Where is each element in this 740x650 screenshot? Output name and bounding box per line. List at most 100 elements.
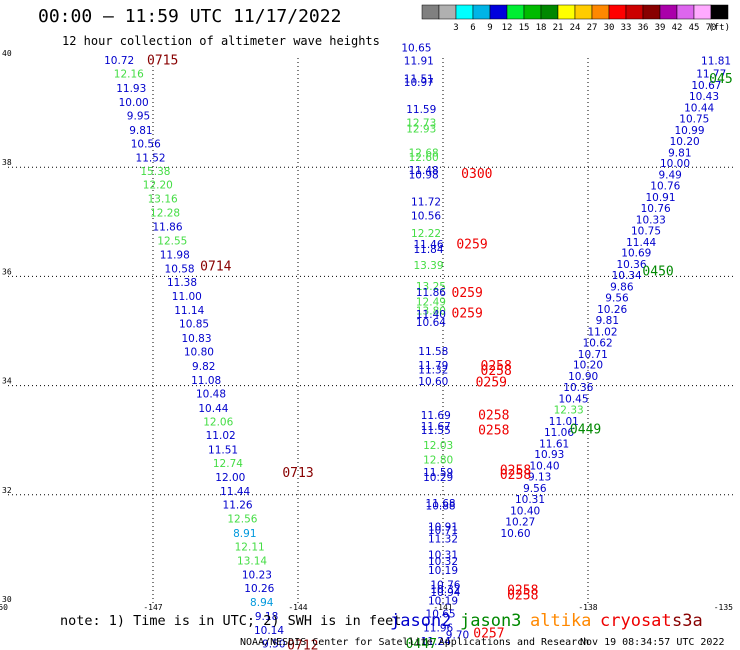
swh-value-label: 10.94: [430, 587, 460, 599]
legend-tick-label: 21: [553, 23, 564, 33]
swh-value-label: 12.33: [554, 404, 584, 416]
swh-value-label: 11.69: [421, 410, 451, 422]
legend-tick-label: 27: [587, 23, 598, 33]
swh-value-label: 9.56: [605, 293, 629, 305]
swh-value-label: 10.90: [568, 371, 598, 383]
swh-value-label: 11.08: [191, 375, 221, 387]
swh-value-label: 10.43: [689, 91, 719, 103]
swh-value-label: 12.73: [406, 117, 436, 129]
swh-value-label: 11.93: [116, 83, 146, 95]
swh-value-label: 13.39: [413, 260, 443, 272]
swh-value-label: 10.00: [660, 158, 690, 170]
swh-value-label: 11.44: [220, 486, 250, 498]
swh-value-label: 10.76: [430, 580, 460, 592]
pass-time-label: 0259: [476, 376, 507, 391]
swh-value-label: 10.85: [179, 319, 209, 331]
swh-value-label: 10.56: [411, 211, 441, 223]
swh-value-label: 10.45: [558, 394, 588, 406]
swh-value-label: 10.76: [641, 203, 671, 215]
pass-time-label: 0300: [461, 167, 492, 182]
x-tick-label: -138: [578, 603, 597, 612]
swh-value-label: 11.79: [418, 360, 448, 372]
swh-value-label: 11.02: [587, 326, 617, 338]
swh-value-label: 12.56: [227, 514, 257, 526]
swh-value-label: 11.14: [174, 305, 204, 317]
swh-value-label: 10.72: [104, 55, 134, 67]
y-tick-label: 36: [2, 267, 12, 276]
swh-value-label: 9.81: [129, 125, 152, 137]
legend-tick-label: 70: [706, 23, 717, 33]
y-tick-label: 38: [2, 158, 12, 167]
axis-labels: -150 -147 -144 -141 -138 -135 30 32 34 36 38 40: [0, 49, 733, 612]
swh-value-label: 10.62: [583, 337, 613, 349]
legend-swatch: [625, 4, 644, 20]
swh-value-label: 10.71: [578, 349, 608, 361]
swh-value-label: 11.44: [626, 237, 656, 249]
pass-time-label: 0447: [406, 637, 437, 650]
legend-swatch: [659, 4, 678, 20]
page-title: 00:00 – 11:59 UTC 11/17/2022: [38, 6, 342, 27]
legend-tick-label: 30: [604, 23, 615, 33]
swh-value-label: 12.68: [409, 147, 439, 159]
pass-time-label: 0714: [200, 259, 231, 274]
footer-note: note: 1) Time is in UTC; 2) SWH is in fe…: [60, 613, 401, 629]
swh-value-label: 10.88: [426, 501, 456, 513]
swh-value-label: 12.55: [157, 236, 187, 248]
legend-swatch: [608, 4, 627, 20]
x-tick-label: -147: [143, 603, 162, 612]
legend-tick-label: 36: [638, 23, 649, 33]
swh-value-label: 10.19: [428, 596, 458, 608]
swh-value-label: 10.56: [131, 139, 161, 151]
swh-value-label: 11.26: [223, 499, 253, 511]
swh-value-label: 10.99: [674, 125, 704, 137]
swh-value-label: 11.52: [136, 153, 166, 165]
swh-value-label: 13.16: [148, 194, 178, 206]
pass-time-label: 0259: [456, 238, 487, 253]
swh-value-label: 9.86: [610, 282, 634, 294]
swh-value-label: 8.94: [250, 597, 274, 609]
swh-value-label: 10.60: [418, 376, 448, 388]
swh-value-label: 11.77: [696, 69, 726, 81]
pass-time-label: 0449: [570, 423, 601, 438]
swh-value-label: 10.00: [119, 97, 149, 109]
swh-value-label: 10.60: [500, 528, 530, 540]
legend-swatch: [523, 4, 542, 20]
swh-value-label: 10.34: [612, 270, 642, 282]
swh-value-label: 11.24: [421, 636, 451, 648]
y-tick-label: 40: [2, 49, 12, 58]
swh-value-label: 11.51: [404, 74, 434, 86]
swh-value-label: 12.74: [213, 458, 243, 470]
satellite-label: altika: [530, 611, 591, 631]
swh-value-label: 10.31: [515, 494, 545, 506]
legend-swatch: [574, 4, 593, 20]
swh-value-label: 10.20: [670, 136, 700, 148]
swh-value-label: 10.40: [510, 505, 540, 517]
swh-value-label: 11.81: [701, 56, 731, 68]
swh-value-label: 10.75: [631, 225, 661, 237]
legend-unit: (ft): [708, 23, 730, 33]
swh-value-label: 10.29: [423, 472, 453, 484]
swh-value-label: 11.32: [418, 365, 448, 377]
lat-lon-grid: [8, 58, 733, 604]
swh-value-label: 11.98: [160, 249, 190, 261]
x-tick-label: -150: [0, 603, 8, 612]
pass-time-label: 0257: [473, 626, 504, 641]
swh-value-label: 13.14: [237, 556, 267, 568]
swh-value-label: 10.44: [684, 103, 714, 115]
pass-time-labels: 0715071407130712030002590259025902580258…: [147, 54, 733, 650]
swh-value-label: 10.31: [428, 550, 458, 562]
pass-time-label: 0258: [478, 424, 509, 439]
pass-time-label: 045: [709, 72, 732, 87]
swh-value-label: 12.22: [411, 228, 441, 240]
satellite-legend: jason2 jason3 altika cryosat s3a: [390, 611, 703, 631]
swh-value-label: 10.36: [563, 382, 593, 394]
swh-value-label: 11.40: [416, 309, 446, 321]
swh-value-label: 9.50: [262, 639, 285, 650]
y-tick-label: 30: [2, 595, 12, 604]
pass-time-label: 0258: [500, 464, 531, 479]
swh-value-label: 12.28: [150, 207, 180, 219]
swh-value-label: 11.01: [549, 416, 579, 428]
legend-tick-label: 9: [487, 23, 492, 33]
swh-value-label: 10.48: [196, 389, 226, 401]
